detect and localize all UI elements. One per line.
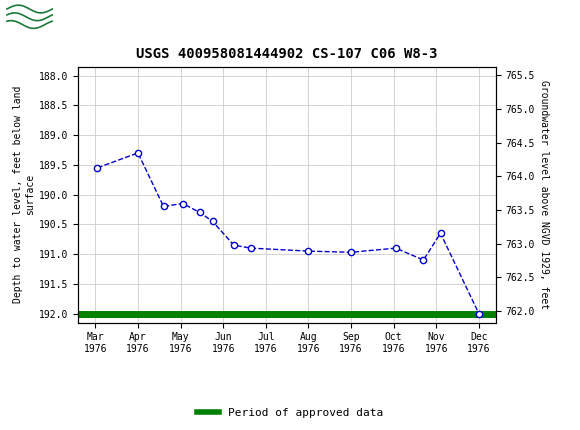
Text: USGS: USGS bbox=[61, 7, 116, 25]
Bar bbox=[6, 2, 55, 31]
Title: USGS 400958081444902 CS-107 C06 W8-3: USGS 400958081444902 CS-107 C06 W8-3 bbox=[136, 47, 438, 61]
Legend: Period of approved data: Period of approved data bbox=[193, 403, 387, 422]
Y-axis label: Depth to water level, feet below land
surface: Depth to water level, feet below land su… bbox=[13, 86, 35, 303]
Y-axis label: Groundwater level above NGVD 1929, feet: Groundwater level above NGVD 1929, feet bbox=[539, 80, 549, 309]
